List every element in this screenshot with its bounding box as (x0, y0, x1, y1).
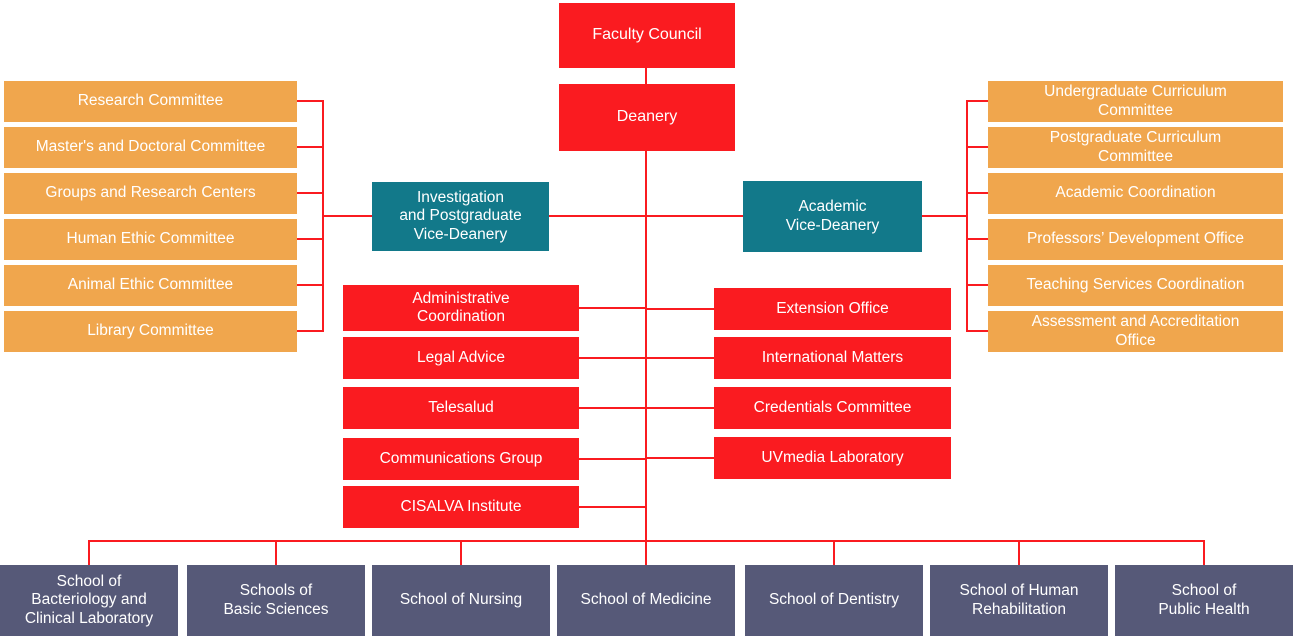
connector-line (548, 215, 744, 217)
node-telesalud: Telesalud (343, 387, 579, 429)
connector-line (645, 457, 715, 459)
node-library-committee: Library Committee (4, 311, 297, 352)
node-postgraduate-curriculum-committee: Postgraduate Curriculum Committee (988, 127, 1283, 168)
connector-line (297, 284, 324, 286)
node-research-committee: Research Committee (4, 81, 297, 122)
connector-line (1018, 540, 1020, 565)
connector-line (966, 238, 988, 240)
node-international-matters: International Matters (714, 337, 951, 379)
node-uvmedia-laboratory: UVmedia Laboratory (714, 437, 951, 479)
node-animal-ethic-committee: Animal Ethic Committee (4, 265, 297, 306)
connector-line (920, 215, 967, 217)
node-school-bacteriology-clinical-laboratory: School of Bacteriology and Clinical Labo… (0, 565, 178, 636)
node-undergraduate-curriculum-committee: Undergraduate Curriculum Committee (988, 81, 1283, 122)
connector-line (833, 540, 835, 565)
connector-line (579, 407, 646, 409)
node-school-human-rehabilitation: School of Human Rehabilitation (930, 565, 1108, 636)
connector-line (966, 192, 988, 194)
connector-line (966, 146, 988, 148)
connector-line (645, 407, 715, 409)
node-school-public-health: School of Public Health (1115, 565, 1293, 636)
node-masters-doctoral-committee: Master's and Doctoral Committee (4, 127, 297, 168)
connector-line (297, 238, 324, 240)
node-extension-office: Extension Office (714, 288, 951, 330)
connector-line (645, 357, 715, 359)
node-academic-vice-deanery: Academic Vice-Deanery (743, 181, 922, 252)
node-school-dentistry: School of Dentistry (745, 565, 923, 636)
connector-line (645, 308, 715, 310)
node-human-ethic-committee: Human Ethic Committee (4, 219, 297, 260)
connector-line (297, 192, 324, 194)
node-groups-research-centers: Groups and Research Centers (4, 173, 297, 214)
node-investigation-postgraduate-vice-deanery: Investigation and Postgraduate Vice-Dean… (372, 182, 549, 251)
node-schools-basic-sciences: Schools of Basic Sciences (187, 565, 365, 636)
node-deanery: Deanery (559, 84, 735, 151)
connector-line (88, 540, 90, 565)
connector-line (645, 151, 647, 543)
node-communications-group: Communications Group (343, 438, 579, 480)
node-professors-development-office: Professors’ Development Office (988, 219, 1283, 260)
connector-line (966, 330, 988, 332)
connector-line (297, 100, 324, 102)
node-legal-advice: Legal Advice (343, 337, 579, 379)
node-administrative-coordination: Administrative Coordination (343, 285, 579, 331)
connector-line (966, 284, 988, 286)
connector-line (966, 100, 968, 332)
node-teaching-services-coordination: Teaching Services Coordination (988, 265, 1283, 306)
node-faculty-council: Faculty Council (559, 3, 735, 68)
connector-line (460, 540, 462, 565)
connector-line (275, 540, 277, 565)
node-cisalva-institute: CISALVA Institute (343, 486, 579, 528)
connector-line (579, 458, 646, 460)
node-academic-coordination: Academic Coordination (988, 173, 1283, 214)
connector-line (579, 506, 646, 508)
connector-line (322, 215, 372, 217)
connector-line (645, 68, 647, 84)
node-school-nursing: School of Nursing (372, 565, 550, 636)
connector-line (645, 540, 647, 565)
connector-line (297, 146, 324, 148)
connector-line (579, 357, 646, 359)
connector-line (297, 330, 324, 332)
node-assessment-accreditation-office: Assessment and Accreditation Office (988, 311, 1283, 352)
connector-line (579, 307, 646, 309)
connector-line (966, 100, 988, 102)
node-credentials-committee: Credentials Committee (714, 387, 951, 429)
node-school-medicine: School of Medicine (557, 565, 735, 636)
connector-line (1203, 540, 1205, 565)
